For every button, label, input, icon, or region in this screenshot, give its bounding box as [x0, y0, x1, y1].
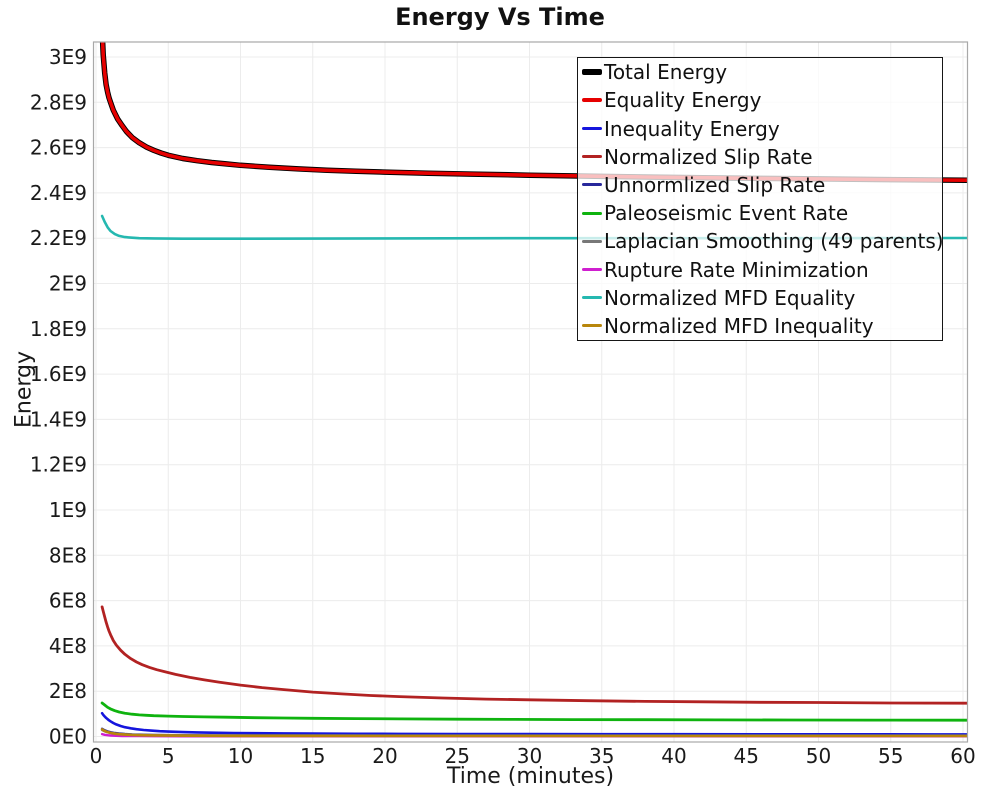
y-tick-label: 1E9: [49, 498, 87, 522]
x-tick-label: 40: [661, 744, 686, 768]
y-tick-label: 2E9: [49, 272, 87, 296]
legend-item: Laplacian Smoothing (49 parents): [578, 227, 944, 255]
y-tick-label: 2E8: [49, 679, 87, 703]
legend-swatch-line: [582, 98, 602, 103]
legend-swatch-line: [582, 69, 602, 76]
x-tick-label: 15: [300, 744, 325, 768]
y-tick-label: 6E8: [49, 589, 87, 613]
legend-swatch-line: [582, 296, 602, 300]
legend-item: Inequality Energy: [578, 114, 942, 142]
legend-item: Normalized Slip Rate: [578, 143, 942, 171]
series-line-normalized-slip-rate: [100, 605, 968, 705]
series-line-inequality-energy: [100, 711, 968, 736]
legend-item: Equality Energy: [578, 86, 942, 114]
legend-swatch-line: [582, 211, 602, 215]
y-tick-label: 2.6E9: [30, 136, 87, 160]
legend-swatch-line: [582, 268, 602, 272]
y-tick-label: 2.2E9: [30, 226, 87, 250]
legend-swatch-line: [582, 183, 602, 187]
y-axis-label: Energy: [11, 350, 37, 429]
y-tick-label: 1.6E9: [30, 362, 87, 386]
y-tick-label: 4E8: [49, 634, 87, 658]
x-tick-label: 55: [878, 744, 903, 768]
legend-item: Rupture Rate Minimization: [578, 255, 942, 283]
legend-item-label: Paleoseismic Event Rate: [604, 201, 849, 226]
legend-swatch-line: [582, 155, 602, 159]
legend-item-label: Equality Energy: [604, 88, 762, 113]
y-tick-label: 1.2E9: [30, 453, 87, 477]
legend-swatch-line: [582, 239, 602, 243]
legend-item: Paleoseismic Event Rate: [578, 199, 942, 227]
chart-title: Energy Vs Time: [395, 3, 605, 31]
x-tick-label: 35: [589, 744, 614, 768]
legend-item: Total Energy: [578, 58, 942, 86]
legend-item: Normalized MFD Equality: [578, 284, 942, 312]
legend-item-label: Total Energy: [604, 60, 728, 85]
y-tick-label: 8E8: [49, 543, 87, 567]
legend-item-label: Unnormlized Slip Rate: [604, 172, 826, 197]
y-tick-label: 2.4E9: [30, 181, 87, 205]
x-tick-label: 30: [517, 744, 542, 768]
legend-item-label: Normalized MFD Equality: [604, 285, 856, 310]
y-tick-label: 1.8E9: [30, 317, 87, 341]
legend-item-label: Laplacian Smoothing (49 parents): [604, 229, 944, 254]
chart-legend: Total Energy Equality Energy Inequality En…: [577, 57, 944, 341]
y-tick-label: 2.8E9: [30, 90, 87, 114]
legend-swatch-line: [582, 324, 602, 328]
x-tick-label: 0: [90, 744, 103, 768]
tick-labels: 0 5 10 15 20 25 30 35 40 45 50 55 60 0E0 2E8 4E8 6E8 8E8 1…: [30, 45, 976, 768]
series-line-normalized-mfd-inequality: [100, 728, 968, 738]
legend-item: Unnormlized Slip Rate: [578, 171, 942, 199]
legend-swatch-line: [582, 127, 602, 130]
series-line-normalized-mfd-equality: [100, 214, 968, 240]
y-tick-label: 0E0: [49, 725, 87, 749]
legend-item: Normalized MFD Inequality: [578, 312, 942, 340]
legend-item-label: Normalized MFD Inequality: [604, 313, 874, 338]
legend-item-label: Rupture Rate Minimization: [604, 257, 869, 282]
x-tick-label: 45: [734, 744, 759, 768]
y-tick-label: 3E9: [49, 45, 87, 69]
legend-item-label: Normalized Slip Rate: [604, 144, 813, 169]
legend-item-label: Inequality Energy: [604, 116, 780, 141]
x-tick-label: 5: [162, 744, 175, 768]
x-tick-label: 60: [950, 744, 975, 768]
x-tick-label: 10: [228, 744, 253, 768]
series-line-paleoseismic-event-rate: [100, 701, 968, 722]
x-tick-label: 50: [806, 744, 831, 768]
x-tick-label: 20: [372, 744, 397, 768]
x-tick-label: 25: [445, 744, 470, 768]
x-axis-label: Time (minutes): [446, 764, 615, 789]
plot-border: [92, 41, 969, 743]
y-tick-label: 1.4E9: [30, 407, 87, 431]
